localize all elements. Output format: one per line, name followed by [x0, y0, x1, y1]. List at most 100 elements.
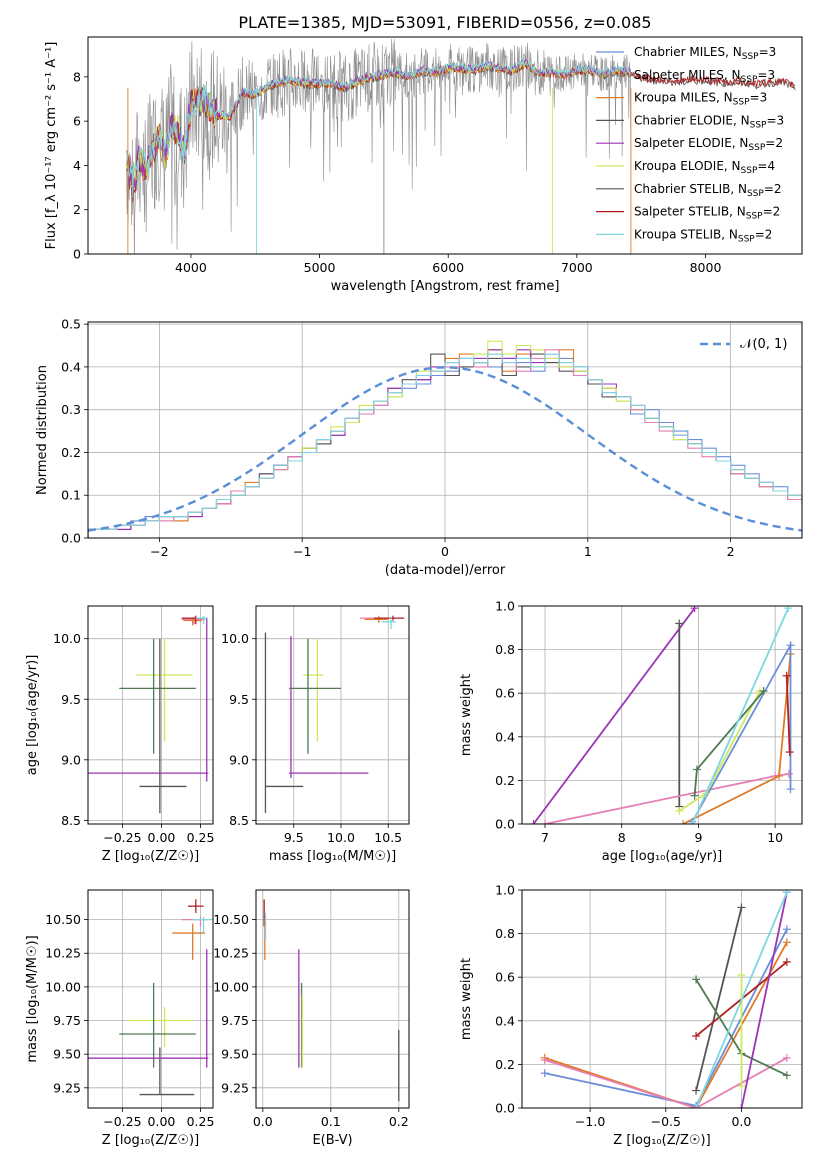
y-tick-label: 0.0 [61, 531, 81, 546]
histogram-series [88, 349, 802, 538]
z_mass-plot-area [88, 899, 212, 1096]
mass_age-plot-area [264, 615, 405, 814]
x-axis-label: (data-model)/error [385, 563, 506, 578]
legend-label-suffix: =3 [759, 45, 777, 59]
y-tick-label: 9.50 [221, 1047, 249, 1062]
x-tick-label: 6000 [432, 260, 464, 275]
y-tick-label: 10.25 [213, 946, 249, 961]
x-tick-label: 0.00 [148, 830, 176, 845]
weight-series-line [544, 773, 790, 824]
legend-label-subscript: SSP [741, 75, 758, 85]
y-tick-label: 0.4 [61, 359, 81, 374]
histogram-series [88, 353, 802, 538]
legend-label-suffix: =3 [757, 68, 775, 82]
legend-label-suffix: =2 [765, 136, 783, 150]
x-axis-label: Z [log₁₀(Z/Z☉)] [102, 849, 199, 864]
x-tick-label: 7 [541, 830, 549, 845]
axes-frame [87, 605, 214, 825]
axes-frame [255, 889, 410, 1109]
y-tick-label: 9.0 [61, 752, 81, 767]
residual_hist-plot-area [88, 340, 802, 538]
axes-frame [87, 889, 214, 1109]
x-axis-label: wavelength [Angstrom, rest frame] [331, 279, 560, 294]
y-tick-label: 0.2 [495, 773, 515, 788]
legend-label-suffix: =3 [750, 91, 768, 105]
z_weight-plot-area [540, 890, 791, 1108]
legend-label: Chabrier ELODIE, NSSP=3 [634, 113, 784, 130]
x-tick-label: −0.25 [103, 1114, 141, 1129]
x-tick-label: −1.0 [575, 1114, 605, 1129]
histogram-series [88, 349, 802, 538]
histogram-series [88, 353, 802, 538]
y-tick-label: 2 [73, 202, 81, 217]
legend-label-subscript: SSP [747, 189, 764, 199]
y-tick-label: 10.50 [213, 912, 249, 927]
histogram-series [88, 349, 802, 538]
x-tick-label: 7000 [561, 260, 593, 275]
y-tick-label: 10.00 [45, 979, 81, 994]
x-tick-label: 0.25 [187, 1114, 215, 1129]
weight-series-line [695, 891, 788, 1108]
y-tick-label: 0.4 [495, 1013, 515, 1028]
weight-series-line [785, 675, 791, 753]
axes-frame [87, 36, 803, 255]
y-tick-label: 1.0 [495, 883, 515, 898]
legend-label-suffix: =3 [766, 113, 784, 127]
y-axis-label: Flux [f_λ 10⁻¹⁷ erg cm⁻² s⁻¹ A⁻¹] [44, 42, 59, 250]
mass_age-panel: 9.5 10.0 10.5 8.5 9.0 9.5 10.0 mass [log₁₀(M/M☉… [221, 605, 410, 864]
histogram-series [88, 353, 802, 538]
normal-distribution-curve [88, 366, 802, 532]
legend-label-subscript: SSP [741, 166, 758, 176]
y-tick-label: 10.00 [213, 979, 249, 994]
x-tick-label: −0.25 [103, 830, 141, 845]
ebv_mass-panel: 0.0 0.1 0.2 9.25 9.50 9.75 10.00 10.25 10.50 E(B-… [213, 889, 410, 1148]
axes-frame [521, 605, 803, 825]
y-axis-label: Normed distribution [35, 365, 50, 495]
x-tick-label: 0.0 [732, 1114, 752, 1129]
y-tick-label: 0.0 [495, 817, 515, 832]
legend-label-suffix: =2 [764, 182, 782, 196]
y-tick-label: 0 [73, 247, 81, 262]
y-tick-label: 0.2 [495, 1057, 515, 1072]
y-tick-label: 9.5 [229, 692, 249, 707]
age_weight-plot-area [529, 606, 795, 824]
y-tick-label: 0.2 [61, 445, 81, 460]
x-tick-label: 1 [584, 544, 592, 559]
legend-label: Salpeter MILES, NSSP=3 [634, 68, 775, 85]
y-tick-label: 0.8 [495, 642, 515, 657]
legend-label-subscript: SSP [742, 52, 759, 62]
legend-label: Salpeter STELIB, NSSP=2 [634, 205, 780, 222]
x-tick-label: 5000 [304, 260, 336, 275]
x-tick-label: 0.0 [253, 1114, 273, 1129]
x-tick-label: −2 [150, 544, 168, 559]
y-tick-label: 9.0 [229, 752, 249, 767]
z_mass-panel: −0.25 0.00 0.25 9.25 9.50 9.75 10.00 10.25 10.50… [25, 889, 215, 1148]
age_weight-panel: 7 8 9 10 0.0 0.2 0.4 0.6 0.8 1.0 age [log₁₀(age/yr… [459, 599, 803, 864]
weight-series-line [695, 907, 743, 1091]
x-tick-label: 2 [727, 544, 735, 559]
y-tick-label: 10.0 [53, 631, 81, 646]
x-tick-label: 0.00 [148, 1114, 176, 1129]
y-tick-label: 0.6 [495, 686, 515, 701]
x-tick-label: 0.1 [321, 1114, 341, 1129]
ebv_mass-plot-area [263, 899, 400, 1102]
y-tick-label: 10.50 [45, 912, 81, 927]
y-tick-label: 9.75 [221, 1013, 249, 1028]
y-tick-label: 4 [73, 158, 81, 173]
spectrum-plot-area [126, 38, 796, 254]
x-tick-label: 10 [767, 830, 783, 845]
y-tick-label: 0.0 [495, 1101, 515, 1116]
x-tick-label: 0.2 [389, 1114, 409, 1129]
y-tick-label: 0.4 [495, 729, 515, 744]
y-axis-label: age [log₁₀(age/yr)] [25, 655, 40, 776]
model-spectrum-line [126, 62, 796, 196]
y-tick-label: 10.25 [45, 946, 81, 961]
y-axis-label: mass [log₁₀(M/M☉)] [25, 935, 40, 1062]
x-tick-label: 10.0 [327, 830, 355, 845]
y-tick-label: 0.5 [61, 317, 81, 332]
x-axis-label: E(B-V) [312, 1133, 352, 1148]
y-tick-label: 9.50 [53, 1047, 81, 1062]
weight-series-line [544, 941, 788, 1108]
legend-label-subscript: SSP [733, 98, 750, 108]
